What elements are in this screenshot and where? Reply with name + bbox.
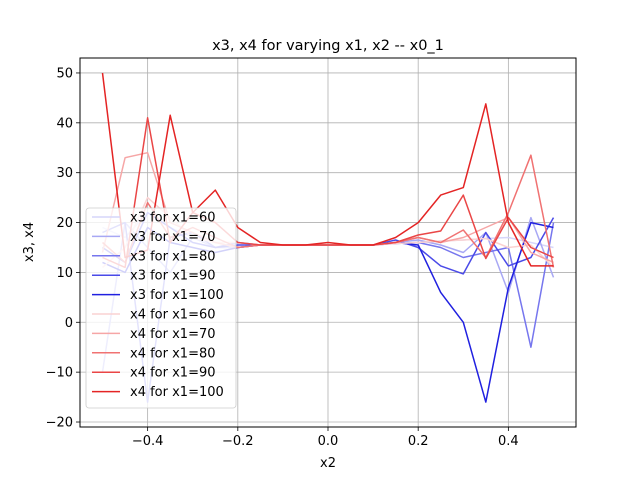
- legend-label: x4 for x1=70: [130, 327, 216, 342]
- legend-label: x4 for x1=90: [130, 366, 216, 381]
- legend-label: x3 for x1=70: [130, 230, 216, 245]
- legend-box: [85, 207, 237, 409]
- x-tick-label: −0.4: [132, 434, 164, 449]
- series-line: [101, 72, 554, 267]
- x-axis-ticks: −0.4 −0.2 0.0 0.2 0.4: [132, 427, 519, 449]
- legend-label: x4 for x1=60: [130, 308, 216, 323]
- x-tick-label: 0.2: [408, 434, 429, 449]
- y-axis-ticks: −20 −10 0 10 20 30 40 50: [46, 66, 80, 431]
- y-tick-label: 10: [56, 266, 73, 281]
- legend-label: x3 for x1=60: [130, 211, 216, 226]
- x-tick-label: −0.2: [222, 434, 254, 449]
- y-tick-label: 40: [56, 116, 73, 131]
- legend-label: x3 for x1=80: [130, 249, 216, 264]
- legend-label: x4 for x1=80: [130, 346, 216, 361]
- x-axis-label: x2: [320, 456, 336, 471]
- legend-label: x3 for x1=100: [130, 288, 224, 303]
- y-tick-label: −20: [46, 416, 73, 431]
- y-axis-label: x3, x4: [22, 222, 37, 262]
- y-tick-label: 30: [56, 166, 73, 181]
- y-tick-label: 20: [56, 216, 73, 231]
- x-tick-label: 0.0: [318, 434, 339, 449]
- legend-label: x3 for x1=90: [130, 269, 216, 284]
- y-tick-label: 0: [65, 316, 73, 331]
- y-tick-label: −10: [46, 366, 73, 381]
- chart-title: x3, x4 for varying x1, x2 -- x0_1: [212, 38, 444, 54]
- y-tick-label: 50: [56, 66, 73, 81]
- legend-label: x4 for x1=100: [130, 385, 224, 400]
- legend: x3 for x1=60 x3 for x1=70 x3 for x1=80 x3 f…: [85, 207, 237, 409]
- x-tick-label: 0.4: [498, 434, 519, 449]
